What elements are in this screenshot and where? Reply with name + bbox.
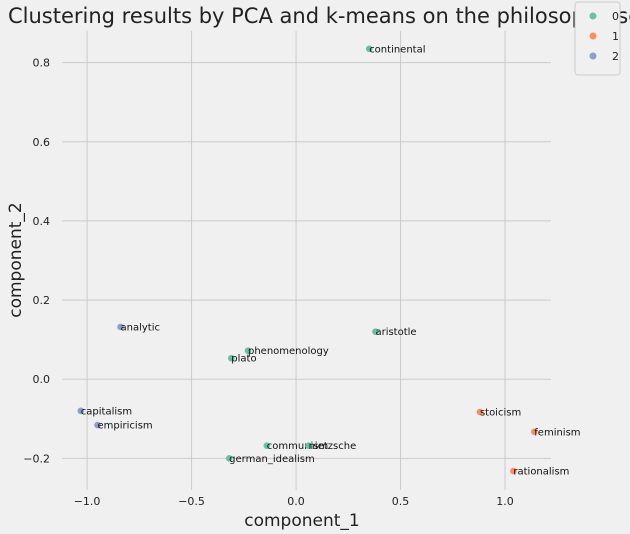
data-point-analytic [117, 323, 124, 331]
data-point-german_idealism [225, 455, 233, 462]
point-label-nietzsche: nietzsche [309, 441, 357, 452]
x-tick-label: 0.5 [392, 495, 410, 508]
point-label-empiricism: empiricism [98, 421, 153, 432]
x-tick-label: −1.0 [74, 495, 101, 508]
y-tick-label: 0.4 [33, 215, 51, 228]
data-point-feminism [530, 428, 538, 436]
data-point-capitalism [77, 407, 85, 415]
x-tick-label: −0.5 [178, 495, 205, 508]
data-point-empiricism [94, 421, 101, 429]
y-axis-ticks: −0.2 0.0 0.2 0.4 0.6 0.8 [23, 57, 50, 466]
y-tick-label: 0.2 [33, 294, 51, 307]
x-tick-label: 0.0 [287, 495, 305, 508]
legend: 0 1 2 [574, 1, 621, 76]
point-label-stoicism: stoicism [480, 408, 521, 419]
y-tick-label: 0.8 [33, 57, 51, 70]
point-label-aristotle: aristotle [375, 327, 416, 338]
x-tick-label: 1.0 [496, 495, 514, 508]
legend-entry: 1 [612, 30, 619, 43]
point-label-capitalism: capitalism [81, 406, 132, 417]
data-point-plato [227, 354, 235, 362]
y-axis-label: component_2 [6, 202, 26, 318]
y-tick-label: −0.2 [23, 452, 50, 465]
point-label-plato: plato [231, 354, 256, 365]
y-tick-label: 0.6 [33, 136, 51, 149]
legend-entry: 2 [612, 50, 619, 63]
y-tick-label: 0.0 [33, 373, 51, 386]
point-label-feminism: feminism [534, 427, 580, 438]
x-axis-label: component_1 [244, 511, 360, 531]
legend-marker [589, 52, 597, 60]
point-label-analytic: analytic [121, 322, 161, 333]
data-point-phenomenology [244, 347, 252, 355]
point-label-phenomenology: phenomenology [248, 346, 329, 357]
point-label-rationalism: rationalism [513, 467, 569, 478]
grid [62, 31, 551, 490]
data-point-nietzsche [305, 442, 312, 449]
point-label-continental: continental [369, 44, 425, 55]
data-point-continental [365, 45, 373, 53]
legend-marker [589, 32, 597, 40]
legend-entry: 0 [612, 10, 619, 23]
data-point-rationalism [510, 467, 517, 475]
legend-frame [574, 1, 621, 76]
data-point-stoicism [476, 408, 484, 416]
point-label-communism: communism [267, 441, 329, 452]
chart-title: Clustering results by PCA and k-means on… [8, 4, 630, 28]
x-axis-ticks: −1.0 −0.5 0.0 0.5 1.0 [74, 495, 514, 508]
point-label-german_idealism: german_idealism [229, 454, 315, 465]
legend-marker [589, 12, 597, 20]
data-point-communism [263, 442, 271, 449]
data-point-aristotle [372, 328, 379, 336]
